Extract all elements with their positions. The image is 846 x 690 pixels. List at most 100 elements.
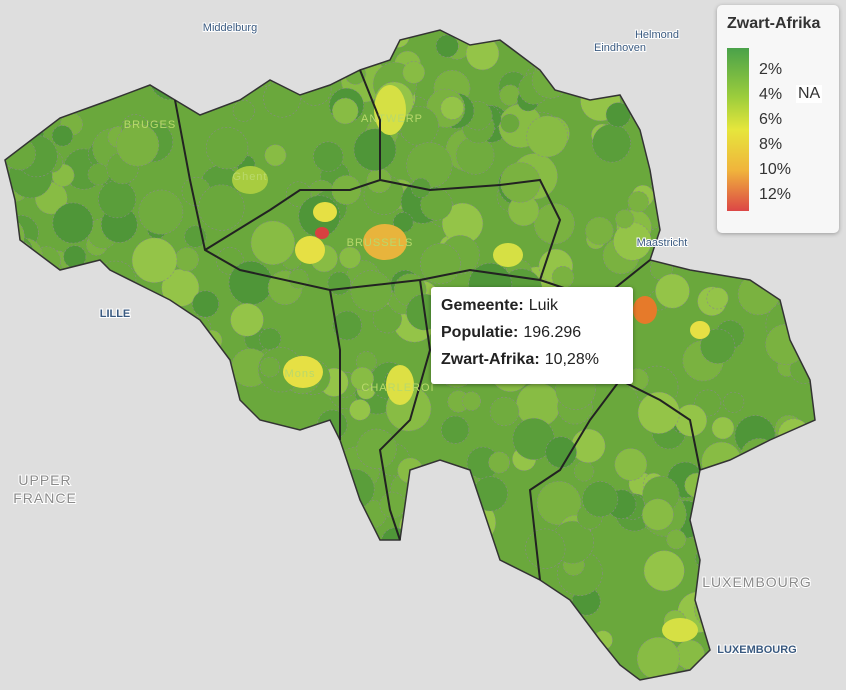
municipality[interactable] (796, 626, 829, 660)
municipality[interactable] (124, 514, 165, 555)
municipality[interactable] (399, 509, 435, 545)
municipality[interactable] (769, 530, 815, 576)
municipality[interactable] (332, 310, 362, 341)
municipality[interactable] (52, 202, 94, 244)
municipality[interactable] (328, 20, 364, 56)
municipality[interactable] (489, 396, 520, 427)
municipality[interactable] (141, 22, 161, 42)
municipality[interactable] (77, 339, 108, 371)
municipality[interactable] (334, 469, 375, 510)
municipality[interactable] (578, 74, 599, 95)
municipality[interactable] (774, 476, 799, 501)
municipality[interactable] (160, 481, 186, 507)
municipality[interactable] (491, 622, 515, 647)
municipality[interactable] (146, 442, 173, 468)
municipality[interactable] (9, 380, 49, 419)
municipality[interactable] (329, 491, 360, 522)
municipality[interactable] (6, 324, 48, 367)
municipality[interactable] (0, 346, 23, 374)
municipality[interactable] (131, 237, 178, 283)
municipality[interactable] (211, 643, 243, 675)
municipality[interactable] (7, 605, 52, 651)
municipality[interactable] (1, 34, 32, 65)
municipality[interactable] (494, 658, 536, 690)
municipality[interactable] (264, 144, 287, 167)
municipality[interactable] (275, 432, 297, 454)
municipality[interactable] (393, 212, 414, 233)
municipality[interactable] (211, 621, 248, 658)
municipality[interactable] (739, 438, 780, 478)
municipality[interactable] (787, 435, 818, 468)
municipality[interactable] (71, 646, 112, 685)
municipality[interactable] (716, 242, 742, 269)
municipality[interactable] (87, 485, 130, 529)
municipality[interactable] (134, 489, 157, 512)
municipality[interactable] (400, 599, 447, 646)
municipality[interactable] (350, 367, 374, 391)
municipality[interactable] (353, 128, 397, 171)
municipality[interactable] (0, 504, 34, 550)
municipality[interactable] (170, 340, 217, 387)
municipality[interactable] (687, 40, 708, 61)
municipality[interactable] (379, 491, 406, 519)
municipality[interactable] (0, 652, 27, 688)
municipality[interactable] (172, 405, 220, 452)
municipality[interactable] (592, 123, 631, 163)
municipality[interactable] (488, 451, 511, 474)
municipality[interactable] (303, 550, 324, 571)
municipality[interactable] (25, 281, 63, 319)
municipality[interactable] (201, 329, 223, 352)
municipality[interactable] (270, 586, 311, 627)
municipality[interactable] (283, 642, 313, 672)
municipality[interactable] (429, 569, 456, 596)
municipality[interactable] (733, 544, 754, 565)
municipality[interactable] (408, 532, 431, 555)
municipality[interactable] (91, 615, 119, 643)
municipality[interactable] (94, 19, 134, 59)
municipality[interactable] (80, 298, 127, 344)
municipality[interactable] (253, 617, 278, 642)
municipality[interactable] (51, 125, 74, 147)
municipality[interactable] (132, 44, 153, 65)
municipality[interactable] (0, 404, 29, 441)
municipality[interactable] (650, 166, 696, 212)
municipality[interactable] (706, 287, 729, 310)
municipality[interactable] (486, 599, 511, 625)
municipality[interactable] (235, 674, 255, 690)
municipality[interactable] (230, 303, 264, 337)
municipality[interactable] (293, 446, 336, 489)
municipality[interactable] (126, 40, 172, 86)
municipality[interactable] (192, 290, 220, 318)
municipality[interactable] (790, 287, 836, 333)
municipality[interactable] (536, 481, 582, 526)
municipality[interactable] (142, 448, 168, 474)
municipality[interactable] (582, 481, 619, 518)
municipality[interactable] (568, 29, 591, 51)
municipality[interactable] (420, 507, 458, 545)
municipality[interactable] (531, 16, 564, 49)
municipality[interactable] (787, 283, 829, 325)
municipality[interactable] (264, 37, 285, 59)
municipality[interactable] (204, 510, 247, 554)
municipality[interactable] (544, 626, 569, 651)
municipality[interactable] (507, 194, 540, 227)
municipality[interactable] (2, 534, 27, 559)
municipality[interactable] (57, 57, 100, 100)
municipality[interactable] (526, 115, 568, 158)
municipality[interactable] (795, 323, 815, 343)
municipality[interactable] (573, 461, 595, 482)
municipality[interactable] (288, 268, 309, 289)
municipality[interactable] (768, 514, 791, 536)
municipality[interactable] (431, 660, 468, 690)
municipality[interactable] (114, 613, 160, 659)
municipality[interactable] (404, 645, 428, 669)
municipality[interactable] (0, 298, 27, 333)
municipality[interactable] (58, 541, 88, 571)
municipality[interactable] (790, 438, 825, 475)
municipality[interactable] (528, 26, 548, 45)
municipality[interactable] (16, 35, 61, 80)
municipality[interactable] (154, 361, 182, 390)
municipality[interactable] (530, 587, 556, 613)
municipality[interactable] (627, 191, 649, 213)
municipality[interactable] (115, 594, 138, 617)
